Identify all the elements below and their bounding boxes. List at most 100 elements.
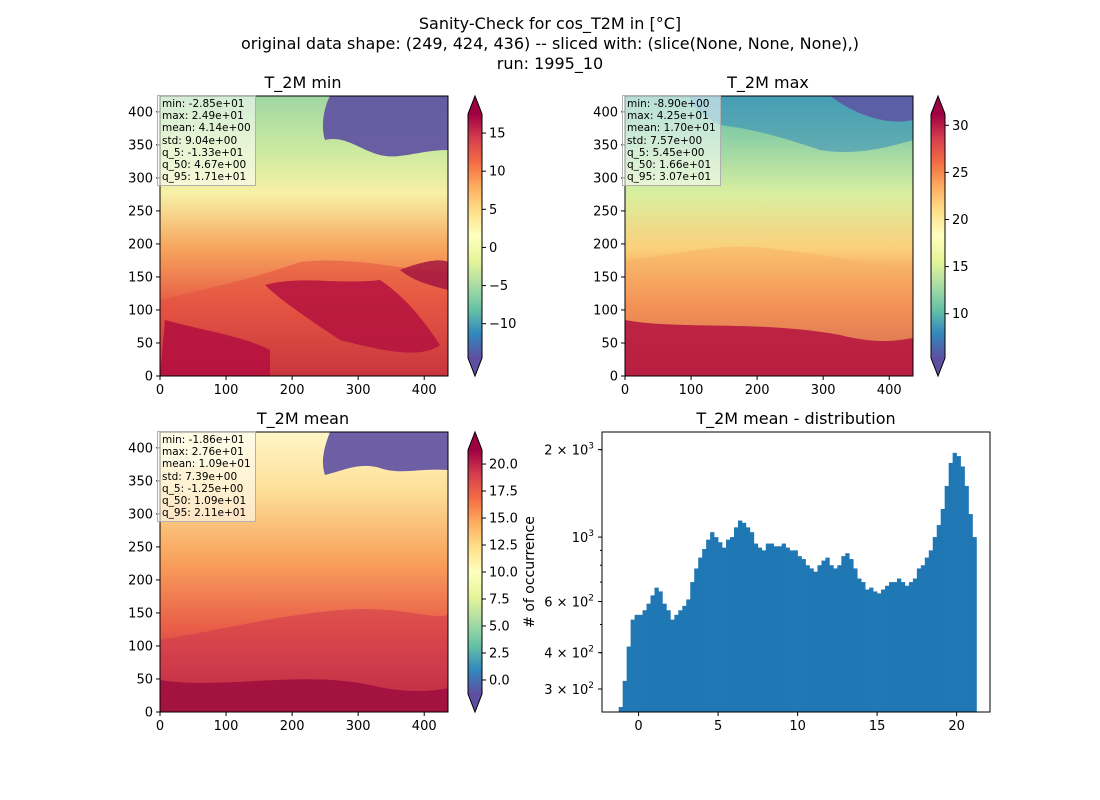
colorbar-tick-label: 5 <box>489 203 497 218</box>
histogram-bar <box>694 568 699 712</box>
histogram-bar <box>646 603 651 712</box>
colorbar-tick-label: 10 <box>952 307 969 322</box>
histogram-bar <box>805 565 810 712</box>
histogram-bar <box>634 614 639 712</box>
histogram-bar <box>885 585 890 712</box>
histogram-bar <box>710 532 715 712</box>
histogram-bar <box>690 582 695 712</box>
histogram-bar <box>662 603 667 712</box>
histogram-bar <box>912 578 918 712</box>
histogram-bar <box>618 707 623 712</box>
stat-line: q_5: -1.25e+00 <box>162 482 244 495</box>
heatmap-image <box>625 96 913 376</box>
histogram-bar <box>924 557 930 712</box>
y-tick-label: 400 <box>128 441 153 456</box>
y-tick-label: 100 <box>593 303 618 318</box>
histogram-bar <box>936 525 942 712</box>
panel-t2m-min: T_2M min 0 100 200 300 400 05010015020025030… <box>128 73 516 398</box>
y-tick-label: 103 <box>572 529 594 546</box>
colorbar: 10 15 20 25 30 <box>930 94 969 378</box>
y-tick-label: 150 <box>128 606 153 621</box>
histogram-bar <box>626 646 631 712</box>
x-tick-label: 5 <box>714 719 722 734</box>
colorbar-tick-label: 15.0 <box>489 512 518 527</box>
y-tick-mantissa: 4 × 10 <box>544 647 588 662</box>
y-tick-label: 300 <box>128 507 153 522</box>
y-tick-label: 300 <box>128 171 153 186</box>
histogram-bar <box>845 553 850 712</box>
histogram-bar <box>749 532 755 712</box>
x-tick-label: 0 <box>156 719 164 734</box>
histogram-bar <box>630 619 635 712</box>
histogram-bar <box>658 591 663 712</box>
y-tick-exponent: 2 <box>588 645 594 655</box>
x-axis: 0 5 10 15 20 <box>634 712 965 734</box>
histogram-bar <box>841 556 846 712</box>
panel-title: T_2M min <box>263 73 341 93</box>
histogram-bar <box>920 565 926 712</box>
histogram-bar <box>825 557 830 712</box>
stat-line: min: -1.86e+01 <box>162 434 245 446</box>
histogram-bar <box>904 585 910 712</box>
histogram-bar <box>638 614 643 712</box>
histogram-bar <box>857 578 862 712</box>
plot-frame <box>624 95 914 377</box>
y-tick-label: 250 <box>128 540 153 555</box>
histogram-bar <box>837 565 842 712</box>
title-line: run: 1995_10 <box>496 54 604 73</box>
stat-line: max: 2.49e+01 <box>162 110 244 123</box>
panel-title: T_2M mean - distribution <box>695 409 895 429</box>
colorbar-tick-label: 20.0 <box>489 458 518 473</box>
histogram-bar <box>773 546 779 712</box>
histogram-bar <box>833 568 838 712</box>
x-tick-label: 300 <box>811 383 836 398</box>
stats-box: min: -8.90e+00 max: 4.25e+01 mean: 1.70e+0… <box>622 95 721 187</box>
histogram-bar <box>900 582 906 712</box>
histogram-bar <box>893 582 898 712</box>
stat-line: mean: 4.14e+00 <box>162 122 251 135</box>
histogram-bar <box>869 587 874 712</box>
x-axis: 0 100 200 300 400 <box>621 376 902 398</box>
histogram-bar <box>765 543 771 712</box>
y-tick-label: 3 × 102 <box>544 681 594 698</box>
y-tick-label: 100 <box>128 639 153 654</box>
histogram-bar <box>706 539 711 712</box>
x-axis: 0 100 200 300 400 <box>156 712 437 734</box>
y-axis: 0 50 100 150 200 250 300 350 400 <box>593 105 625 385</box>
colorbar-tick-label: 25 <box>952 166 969 181</box>
y-tick-label: 50 <box>601 336 618 351</box>
colorbar-tick-label: 30 <box>952 119 969 134</box>
x-tick-label: 100 <box>214 383 239 398</box>
y-tick-label: 150 <box>128 270 153 285</box>
histogram-bar <box>722 547 727 712</box>
histogram-bar <box>916 568 922 712</box>
y-tick-label: 250 <box>128 204 153 219</box>
y-axis: 0 50 100 150 200 250 300 350 400 <box>128 105 160 385</box>
histogram-bars <box>618 452 977 712</box>
histogram-bar <box>964 485 969 712</box>
y-tick-label: 200 <box>128 237 153 252</box>
histogram-bar <box>849 559 854 712</box>
histogram-bar <box>928 550 934 712</box>
y-tick-label: 350 <box>128 474 153 489</box>
histogram-bar <box>785 547 790 712</box>
x-tick-label: 100 <box>214 719 239 734</box>
x-tick-label: 0 <box>156 383 164 398</box>
stat-line: max: 2.76e+01 <box>162 446 244 459</box>
y-tick-mantissa: 10 <box>572 531 589 546</box>
histogram-bar <box>741 522 747 712</box>
colorbar-tick-label: 17.5 <box>489 485 518 500</box>
stat-line: std: 9.04e+00 <box>162 134 238 147</box>
panel-title: T_2M mean <box>256 409 349 429</box>
x-tick-label: 200 <box>280 383 305 398</box>
stat-line: std: 7.39e+00 <box>162 470 238 483</box>
title-line: original data shape: (249, 424, 436) -- … <box>241 34 859 53</box>
histogram-bar <box>781 543 786 712</box>
y-tick-exponent: 3 <box>588 442 594 452</box>
histogram-bar <box>650 595 655 712</box>
histogram-bar <box>761 550 767 712</box>
y-tick-label: 350 <box>593 138 618 153</box>
x-tick-label: 400 <box>412 719 437 734</box>
title-line: Sanity-Check for cos_T2M in [°C] <box>418 14 682 33</box>
